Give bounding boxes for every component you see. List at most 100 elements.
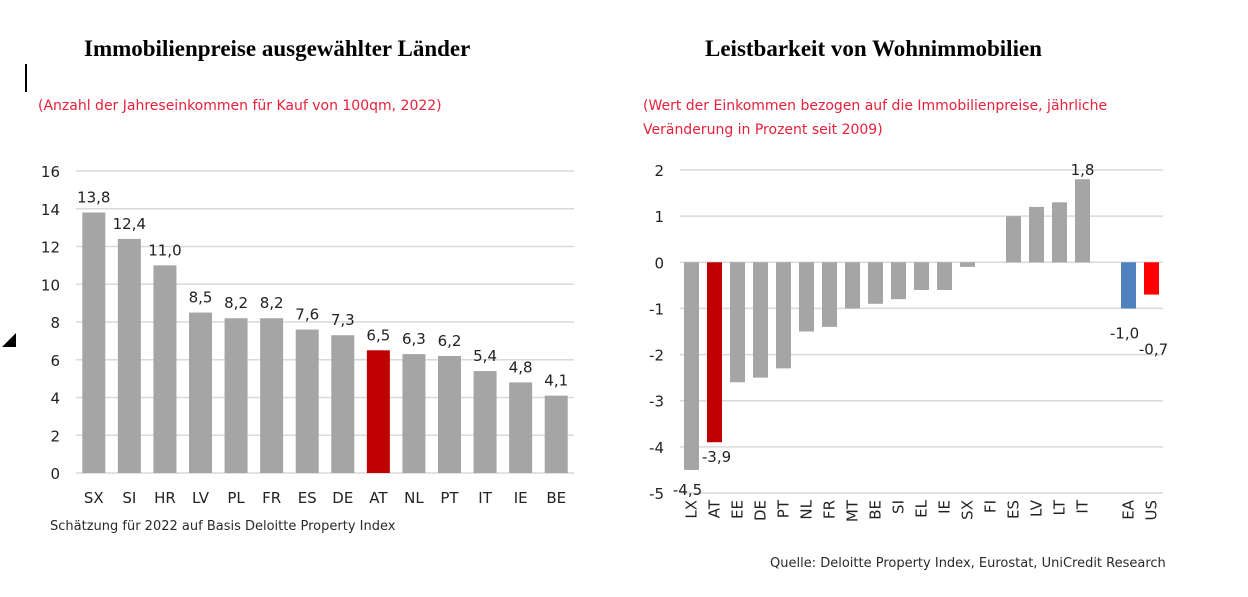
y-tick-label: 14 xyxy=(41,201,60,219)
right-chart-source: Quelle: Deloitte Property Index, Eurosta… xyxy=(770,556,1166,571)
data-label: 8,2 xyxy=(260,294,284,312)
x-tick-label: SI xyxy=(890,500,908,514)
bar-lv xyxy=(189,312,212,473)
bar-nl xyxy=(799,262,814,332)
bar-at xyxy=(366,350,390,473)
x-tick-label: BE xyxy=(546,489,566,507)
bar-lt xyxy=(1052,202,1067,263)
y-tick-label: 2 xyxy=(50,427,60,445)
x-tick-label: NL xyxy=(798,499,816,519)
bar-sx xyxy=(82,212,106,473)
bar-nl xyxy=(402,354,426,473)
data-label: 12,4 xyxy=(113,215,146,233)
bar-el xyxy=(914,262,929,290)
x-tick-label: IT xyxy=(478,489,492,507)
y-tick-label: 0 xyxy=(654,254,664,272)
data-label: 7,3 xyxy=(331,311,355,329)
x-tick-label: LT xyxy=(1051,499,1069,515)
x-tick-label: SX xyxy=(84,489,104,507)
x-tick-label: PT xyxy=(440,489,459,507)
x-tick-label: EE xyxy=(729,500,747,519)
left-chart-footnote: Schätzung für 2022 auf Basis Deloitte Pr… xyxy=(50,519,396,534)
bar-ee xyxy=(730,262,745,383)
right-chart-subtitle-line1: (Wert der Einkommen bezogen auf die Immo… xyxy=(643,98,1108,114)
bar-fr xyxy=(260,318,284,473)
data-label: 6,5 xyxy=(366,326,390,344)
bar-es xyxy=(295,329,319,473)
x-tick-label: LV xyxy=(1028,499,1046,517)
x-tick-label: PL xyxy=(227,489,245,507)
x-tick-label: FR xyxy=(262,489,281,507)
x-tick-label: HR xyxy=(154,489,176,507)
data-label: 6,3 xyxy=(402,330,426,348)
left-chart-subtitle: (Anzahl der Jahreseinkommen für Kauf von… xyxy=(38,98,442,114)
x-tick-label: IE xyxy=(514,489,528,507)
bar-sx xyxy=(960,262,975,267)
x-tick-label: AT xyxy=(369,489,388,507)
x-tick-label: AT xyxy=(706,499,724,518)
bar-ea xyxy=(1121,262,1136,309)
x-tick-label: FR xyxy=(821,500,839,519)
triangle-marker-icon xyxy=(2,333,16,347)
text-cursor xyxy=(25,64,27,92)
data-label: -1,0 xyxy=(1110,324,1139,342)
bar-us xyxy=(1144,262,1159,295)
bar-ie xyxy=(937,262,952,290)
bar-be xyxy=(544,395,568,473)
bar-fr xyxy=(822,262,837,327)
y-tick-label: 16 xyxy=(41,163,60,181)
data-label: 8,2 xyxy=(224,294,248,312)
y-tick-label: 0 xyxy=(50,465,60,483)
bar-pt xyxy=(776,262,791,369)
right-chart-subtitle-line2: Veränderung in Prozent seit 2009) xyxy=(643,122,883,138)
x-tick-label: EL xyxy=(913,499,931,517)
x-tick-label: EA xyxy=(1120,499,1138,519)
bar-es xyxy=(1006,216,1021,263)
data-label: 13,8 xyxy=(77,189,110,207)
x-tick-label: LV xyxy=(192,489,210,507)
y-tick-label: 2 xyxy=(654,162,664,180)
data-label: 1,8 xyxy=(1071,161,1095,179)
bar-de xyxy=(753,262,768,378)
data-label: 11,0 xyxy=(148,241,181,259)
y-tick-label: -1 xyxy=(649,300,664,318)
bar-be xyxy=(868,262,883,304)
left-bar-chart: 0 2 4 6 8 10 12 14 16 13,8 SX 12,4 SI 11,0 HR 8,5 LV 8,2 P… xyxy=(41,163,574,507)
bar-ie xyxy=(509,382,533,473)
data-label: 6,2 xyxy=(438,332,462,350)
bar-pl xyxy=(224,318,248,473)
data-label: 5,4 xyxy=(473,347,497,365)
x-tick-label: IE xyxy=(936,500,954,514)
x-tick-label: PT xyxy=(775,499,793,518)
y-tick-label: -4 xyxy=(649,439,664,457)
x-tick-label: DE xyxy=(332,489,353,507)
bar-de xyxy=(331,335,355,473)
x-tick-label: ES xyxy=(1005,500,1023,519)
x-tick-label: SI xyxy=(122,489,136,507)
bar-hr xyxy=(153,265,177,473)
y-tick-label: 1 xyxy=(654,208,664,226)
x-tick-label: MT xyxy=(844,499,862,522)
data-label: 4,8 xyxy=(509,358,533,376)
bar-lv xyxy=(1029,206,1044,263)
bar-at xyxy=(707,262,722,443)
bar-it xyxy=(1075,179,1090,263)
bar-pt xyxy=(438,355,461,473)
bar-si xyxy=(117,238,141,473)
data-label: 8,5 xyxy=(189,289,213,307)
bar-lx xyxy=(684,262,699,470)
y-tick-label: -2 xyxy=(649,347,664,365)
bar-it xyxy=(473,371,497,473)
x-tick-label: DE xyxy=(752,500,770,521)
data-label: 4,1 xyxy=(544,372,568,390)
x-tick-label: SX xyxy=(959,500,977,520)
bar-si xyxy=(891,262,906,300)
data-label: -4,5 xyxy=(673,481,702,499)
x-tick-label: US xyxy=(1143,500,1161,521)
y-tick-label: 8 xyxy=(50,314,60,332)
x-tick-label: LX xyxy=(683,500,701,519)
left-chart-title: Immobilienpreise ausgewählter Länder xyxy=(84,36,471,61)
y-tick-label: 6 xyxy=(50,352,60,370)
x-tick-label: ES xyxy=(298,489,317,507)
x-tick-label: BE xyxy=(867,500,885,520)
